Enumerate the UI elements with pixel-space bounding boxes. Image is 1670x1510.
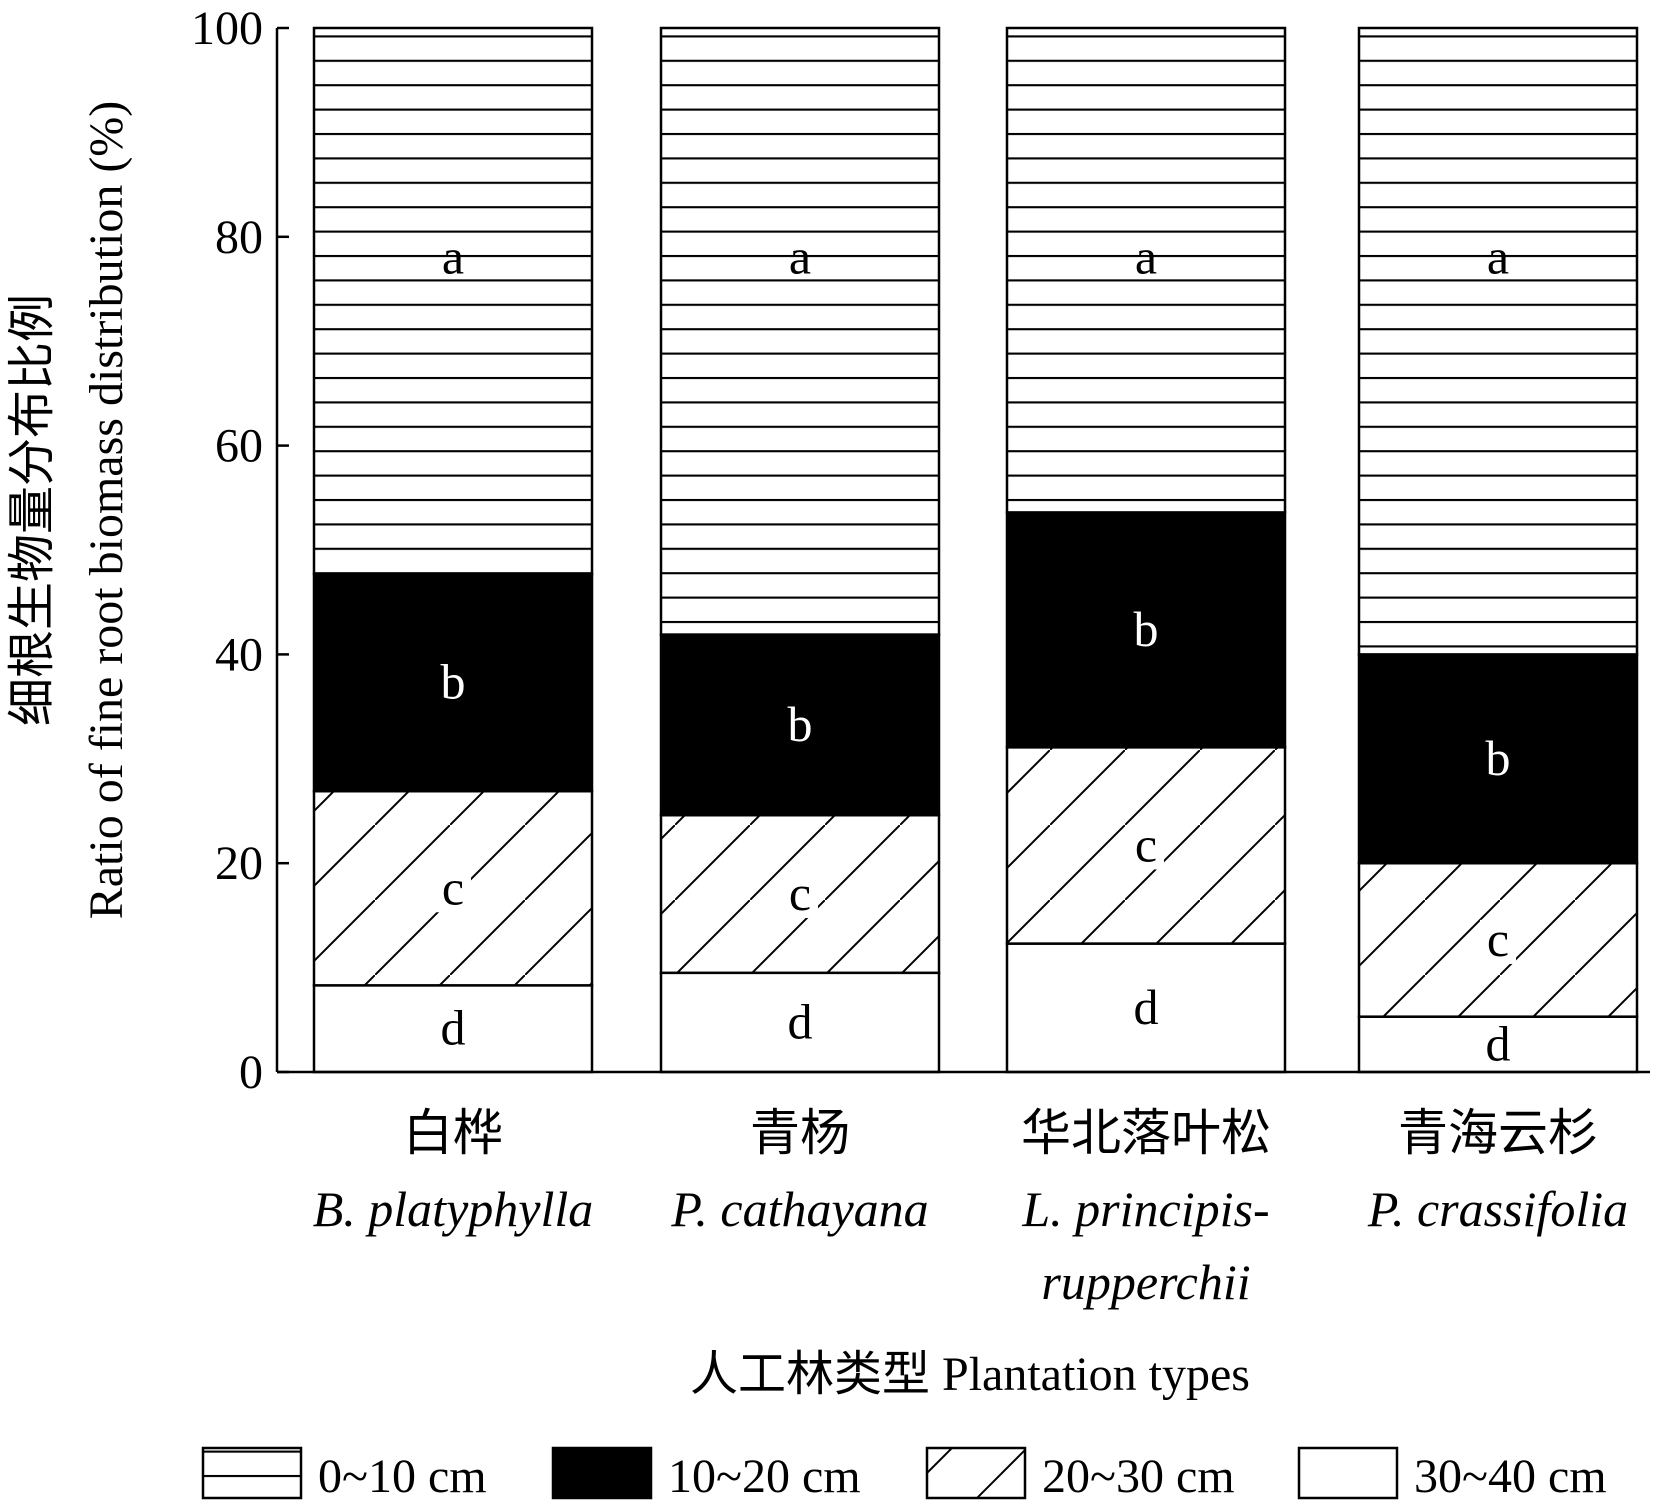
legend-label: 30~40 cm <box>1414 1450 1607 1503</box>
segment-letter: a <box>1135 229 1157 285</box>
category-label-latin: L. principis- <box>1021 1181 1269 1237</box>
legend: 0~10 cm 10~20 cm 20~30 cm 30~40 cm <box>201 1446 1607 1503</box>
y-axis: 0 20 40 60 80 100 <box>191 2 289 1099</box>
bar-stack: d c b a <box>312 26 594 1074</box>
legend-swatch <box>201 1446 303 1500</box>
bar-stack: d c b a <box>659 26 941 1074</box>
legend-swatch <box>551 1446 653 1500</box>
segment-letter: b <box>1486 730 1511 786</box>
category-label-cn: 华北落叶松 <box>1021 1105 1271 1161</box>
y-axis-title-en: Ratio of fine root biomass distribution … <box>80 101 133 920</box>
segment-letter: b <box>1134 601 1159 657</box>
category-label-cn: 白桦 <box>403 1105 503 1161</box>
segment-letter: c <box>789 865 811 921</box>
bar-segment <box>659 633 941 817</box>
legend-item: 0~10 cm <box>201 1446 487 1503</box>
segment-letter: a <box>1487 229 1509 285</box>
segment-letter: d <box>441 1000 466 1056</box>
segment-letter: b <box>441 654 466 710</box>
y-tick-label: 60 <box>215 420 263 473</box>
category-label-cn: 青杨 <box>750 1105 850 1161</box>
label-backdrop <box>782 873 818 918</box>
bar-segment <box>1357 1015 1639 1074</box>
y-tick-label: 80 <box>215 211 263 264</box>
bar-stack: d c b a <box>1005 26 1287 1074</box>
segment-letter: a <box>442 229 464 285</box>
legend-label: 20~30 cm <box>1042 1450 1235 1503</box>
legend-label: 0~10 cm <box>318 1450 487 1503</box>
bar-segment <box>659 26 941 636</box>
segment-letter: d <box>1134 979 1159 1035</box>
segment-letter: c <box>1135 816 1157 872</box>
bar-segment <box>312 572 594 793</box>
bar-stack: dc b a <box>1357 26 1639 1074</box>
category-label-latin: rupperchii <box>1041 1254 1250 1310</box>
legend-item: 30~40 cm <box>1297 1446 1607 1503</box>
bar-segment <box>659 813 941 975</box>
y-tick-label: 100 <box>191 2 263 55</box>
bar-segment <box>312 26 594 576</box>
legend-item: 10~20 cm <box>551 1446 861 1503</box>
bar-segment <box>1357 26 1639 656</box>
y-axis-title-cn: 细根生物量分布比例 <box>6 294 59 726</box>
y-tick-label: 0 <box>239 1046 263 1099</box>
y-tick-label: 20 <box>215 837 263 890</box>
segment-letter: c <box>1487 911 1509 967</box>
segment-letter: d <box>788 993 813 1049</box>
x-axis-title: 人工林类型 Plantation types <box>690 1348 1250 1401</box>
segment-letter: b <box>788 696 813 752</box>
segment-letter: d <box>1486 1015 1511 1071</box>
bar-segment <box>1005 26 1287 514</box>
y-axis-title: 细根生物量分布比例 Ratio of fine root biomass dis… <box>6 101 133 920</box>
bar-segment <box>1005 511 1287 749</box>
bar-segment <box>1005 942 1287 1074</box>
label-backdrop <box>1128 825 1164 870</box>
category-label-cn: 青海云杉 <box>1398 1105 1598 1161</box>
segment-letter: a <box>789 229 811 285</box>
category-label-latin: P. crassifolia <box>1367 1181 1628 1237</box>
category-label-latin: P. cathayana <box>670 1181 928 1237</box>
legend-swatch <box>925 1446 1027 1500</box>
legend-item: 20~30 cm <box>925 1446 1235 1503</box>
label-backdrop <box>1480 919 1516 964</box>
segment-letter: c <box>442 859 464 915</box>
bar-segment <box>1357 653 1639 865</box>
category-label-latin: B. platyphylla <box>313 1181 594 1237</box>
category-labels: 白桦 B. platyphylla 青杨 P. cathayana 华北落叶松 L. pr… <box>313 1105 1628 1310</box>
label-backdrop <box>435 868 471 913</box>
legend-label: 10~20 cm <box>668 1450 861 1503</box>
legend-swatch <box>1297 1446 1399 1500</box>
y-tick-label: 40 <box>215 628 263 681</box>
